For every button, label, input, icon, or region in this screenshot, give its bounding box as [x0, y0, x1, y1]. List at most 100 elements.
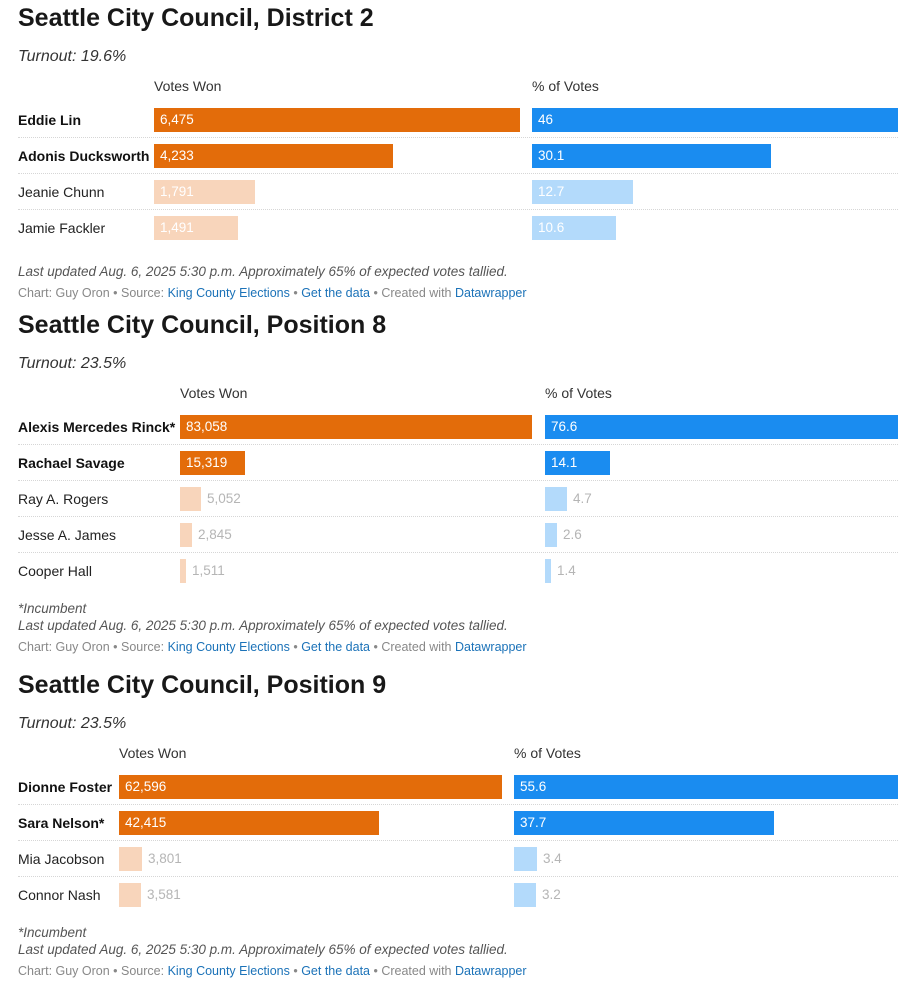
votes-label: 3,581: [147, 887, 181, 902]
candidate-row: Eddie Lin 6,475 46: [18, 102, 898, 138]
last-updated-note: Last updated Aug. 6, 2025 5:30 p.m. Appr…: [18, 264, 508, 279]
candidate-name: Jeanie Chunn: [18, 184, 105, 200]
column-header-percent: % of Votes: [532, 78, 599, 94]
chart-credits: Chart: Guy Oron • Source: King County El…: [18, 964, 527, 978]
get-the-data-link[interactable]: Get the data: [301, 286, 371, 300]
credits-prefix: Chart: Guy Oron • Source:: [18, 964, 168, 978]
votes-label: 15,319: [186, 455, 228, 470]
candidate-row: Alexis Mercedes Rinck* 83,058 76.6: [18, 409, 898, 445]
candidate-name: Ray A. Rogers: [18, 491, 109, 507]
votes-bar: [119, 883, 141, 907]
row-divider: [18, 804, 898, 805]
candidate-row: Mia Jacobson 3,801 3.4: [18, 841, 898, 877]
last-updated-note: Last updated Aug. 6, 2025 5:30 p.m. Appr…: [18, 618, 508, 633]
percent-label: 10.6: [538, 220, 565, 235]
percent-bar: [545, 415, 898, 439]
votes-bar: [119, 811, 379, 835]
percent-label: 14.1: [551, 455, 578, 470]
percent-bar: [514, 883, 536, 907]
candidate-row: Sara Nelson* 42,415 37.7: [18, 805, 898, 841]
row-divider: [18, 137, 898, 138]
votes-label: 5,052: [207, 491, 241, 506]
percent-label: 46: [538, 112, 554, 127]
row-divider: [18, 552, 898, 553]
datawrapper-link[interactable]: Datawrapper: [454, 964, 527, 978]
votes-bar: [119, 847, 142, 871]
chart-title: Seattle City Council, District 2: [18, 4, 374, 32]
candidate-row: Rachael Savage 15,319 14.1: [18, 445, 898, 481]
row-divider: [18, 209, 898, 210]
percent-bar: [514, 775, 898, 799]
candidate-name: Mia Jacobson: [18, 851, 105, 867]
votes-bar: [154, 180, 255, 204]
candidate-name: Eddie Lin: [18, 112, 81, 128]
votes-label: 1,491: [160, 220, 194, 235]
results-chart: Seattle City Council, Position 9 Turnout:…: [18, 671, 898, 1001]
candidate-name: Alexis Mercedes Rinck*: [18, 419, 176, 435]
percent-label: 1.4: [557, 563, 576, 578]
votes-label: 1,791: [160, 184, 194, 199]
row-divider: [18, 480, 898, 481]
votes-bar: [180, 415, 532, 439]
votes-bar: [154, 216, 238, 240]
votes-label: 83,058: [186, 419, 228, 434]
get-the-data-link[interactable]: Get the data: [301, 640, 371, 654]
source-link[interactable]: King County Elections: [167, 964, 290, 978]
candidate-row: Jeanie Chunn 1,791 12.7: [18, 174, 898, 210]
credits-created-with: • Created with: [370, 964, 455, 978]
candidate-name: Jesse A. James: [18, 527, 117, 543]
row-divider: [18, 173, 898, 174]
row-divider: [18, 876, 898, 877]
percent-label: 3.2: [542, 887, 561, 902]
candidate-name: Dionne Foster: [18, 779, 113, 795]
get-the-data-link[interactable]: Get the data: [301, 964, 371, 978]
credits-separator: •: [289, 964, 302, 978]
votes-bar: [180, 487, 201, 511]
votes-bar: [180, 559, 186, 583]
results-chart: Seattle City Council, District 2 Turnout:…: [18, 4, 898, 334]
percent-label: 12.7: [538, 184, 565, 199]
candidate-row: Connor Nash 3,581 3.2: [18, 877, 898, 913]
percent-bar: [545, 487, 567, 511]
column-header-percent: % of Votes: [514, 745, 581, 761]
votes-bar: [154, 108, 520, 132]
candidate-name: Sara Nelson*: [18, 815, 105, 831]
credits-prefix: Chart: Guy Oron • Source:: [18, 286, 168, 300]
votes-bar: [154, 144, 393, 168]
percent-bar: [532, 180, 633, 204]
percent-bar: [545, 451, 610, 475]
datawrapper-link[interactable]: Datawrapper: [454, 640, 527, 654]
candidate-row: Adonis Ducksworth 4,233 30.1: [18, 138, 898, 174]
votes-label: 3,801: [148, 851, 182, 866]
percent-bar: [514, 811, 774, 835]
row-divider: [18, 516, 898, 517]
percent-bar: [545, 523, 557, 547]
votes-label: 4,233: [160, 148, 194, 163]
credits-created-with: • Created with: [370, 640, 455, 654]
votes-bar: [180, 451, 245, 475]
votes-label: 6,475: [160, 112, 194, 127]
candidate-name: Rachael Savage: [18, 455, 125, 471]
percent-bar: [532, 216, 616, 240]
votes-label: 2,845: [198, 527, 232, 542]
votes-label: 62,596: [125, 779, 167, 794]
source-link[interactable]: King County Elections: [167, 640, 290, 654]
datawrapper-link[interactable]: Datawrapper: [454, 286, 527, 300]
chart-title: Seattle City Council, Position 8: [18, 311, 387, 339]
source-link[interactable]: King County Elections: [167, 286, 290, 300]
chart-credits: Chart: Guy Oron • Source: King County El…: [18, 640, 527, 654]
candidate-name: Jamie Fackler: [18, 220, 106, 236]
credits-separator: •: [289, 286, 302, 300]
chart-title: Seattle City Council, Position 9: [18, 671, 387, 699]
candidate-row: Ray A. Rogers 5,052 4.7: [18, 481, 898, 517]
incumbent-note: *Incumbent: [18, 925, 87, 940]
percent-bar: [545, 559, 551, 583]
credits-created-with: • Created with: [370, 286, 455, 300]
column-header-votes: Votes Won: [180, 385, 248, 401]
candidate-name: Adonis Ducksworth: [18, 148, 150, 164]
percent-bar: [532, 108, 898, 132]
candidate-row: Jesse A. James 2,845 2.6: [18, 517, 898, 553]
votes-bar: [119, 775, 502, 799]
percent-bar: [532, 144, 771, 168]
percent-label: 37.7: [520, 815, 547, 830]
